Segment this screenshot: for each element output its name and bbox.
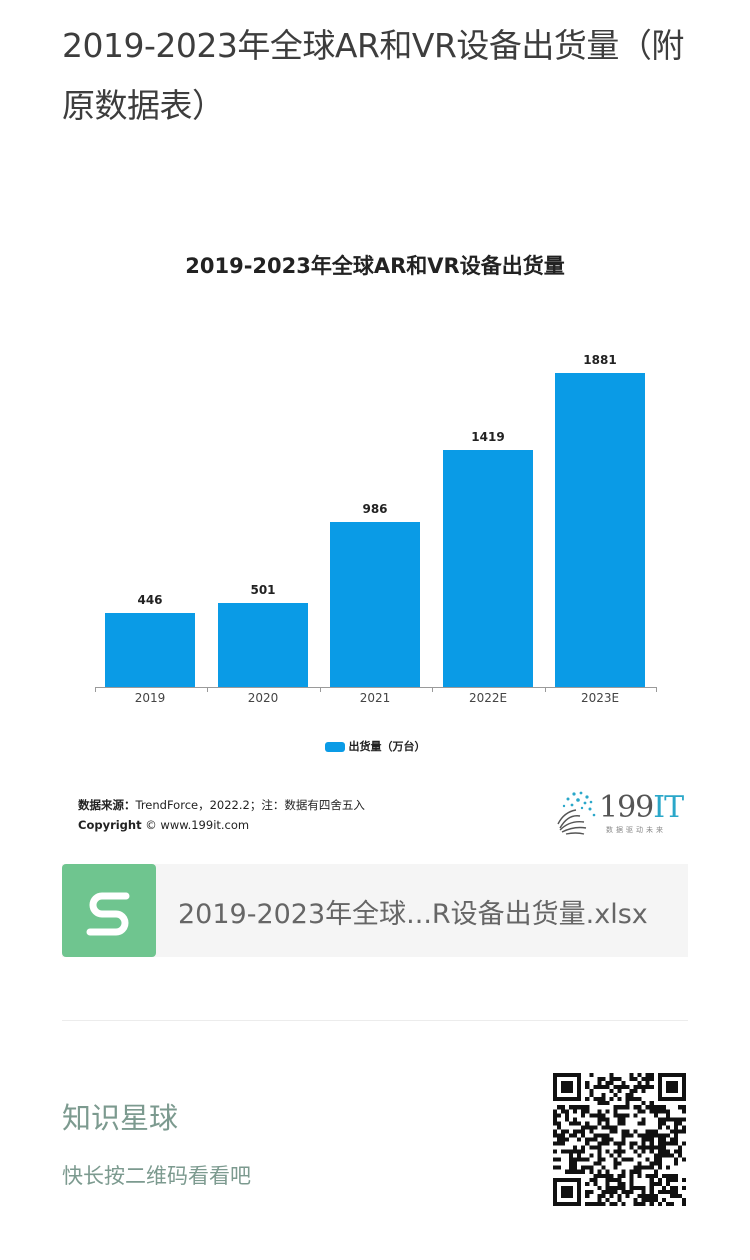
source-note: 数据来源：TrendForce，2022.2；注：数据有四舍五入 Copyrig… — [78, 795, 365, 835]
article-title: 2019-2023年全球AR和VR设备出货量（附原数据表） — [62, 26, 684, 125]
legend-label: 出货量（万台） — [348, 740, 426, 753]
bar-plot-area: 446 2019 501 2020 986 2021 1419 2022E 1881 2023E — [62, 230, 688, 750]
source-text: TrendForce，2022.2；注：数据有四舍五入 — [135, 798, 365, 812]
bar-value-label: 986 — [362, 502, 388, 516]
xlsx-attachment[interactable]: 2019-2023年全球...R设备出货量.xlsx — [62, 864, 688, 957]
x-axis-label: 2023E — [580, 691, 620, 705]
x-axis-tick — [432, 687, 433, 692]
bar-value-label: 501 — [250, 583, 276, 597]
zsxq-title: 知识星球 — [62, 1101, 179, 1135]
x-axis-label: 2019 — [134, 691, 166, 705]
copyright-label: Copyright — [78, 818, 142, 832]
bar-2022E — [443, 450, 533, 687]
chart-title: 2019-2023年全球AR和VR设备出货量 — [185, 254, 565, 278]
logo-wordmark: 199IT — [599, 790, 684, 825]
qr-code-icon[interactable] — [553, 1073, 686, 1206]
spreadsheet-s-icon — [62, 864, 156, 957]
x-axis-label: 2022E — [468, 691, 508, 705]
bar-2020 — [218, 603, 308, 687]
section-divider — [62, 1020, 688, 1021]
chart-legend: 出货量（万台） — [62, 738, 688, 754]
199it-logo: 199IT 数据驱动未来 — [554, 788, 704, 838]
source-label: 数据来源： — [78, 798, 136, 812]
x-axis — [95, 687, 656, 688]
bar-2019 — [105, 613, 195, 687]
chart-figure: 2019-2023年全球AR和VR设备出货量 446 2019 501 2020 986… — [62, 230, 688, 850]
x-axis-tick — [656, 687, 657, 692]
copyright-text: © www.199it.com — [145, 818, 250, 832]
bar-value-label: 1419 — [471, 430, 505, 444]
x-axis-label: 2021 — [359, 691, 391, 705]
bar-value-label: 446 — [137, 593, 163, 607]
x-axis-tick — [320, 687, 321, 692]
attachment-file-name[interactable]: 2019-2023年全球...R设备出货量.xlsx — [178, 899, 648, 930]
bar-2021 — [330, 522, 420, 687]
x-axis-tick — [95, 687, 96, 692]
dandelion-logo-icon — [557, 791, 596, 835]
bar-value-label: 1881 — [583, 353, 617, 367]
x-axis-tick — [207, 687, 208, 692]
x-axis-label: 2020 — [247, 691, 279, 705]
legend-swatch-icon — [324, 742, 345, 752]
logo-tagline: 数据驱动未来 — [606, 826, 666, 834]
bar-2023E — [555, 373, 645, 687]
x-axis-tick — [545, 687, 546, 692]
zsxq-subtitle: 快长按二维码看看吧 — [62, 1164, 251, 1188]
